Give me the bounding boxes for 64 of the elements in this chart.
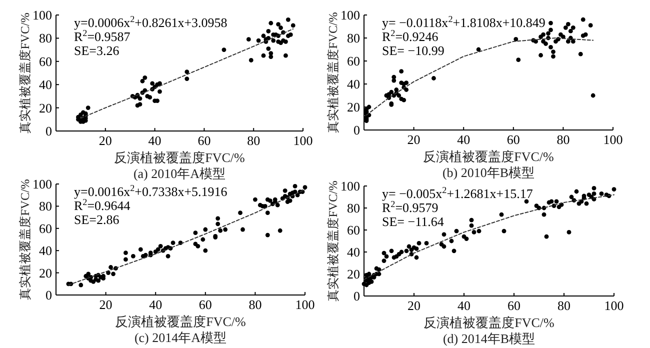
x-tick-label: 20 <box>408 298 420 313</box>
x-axis-title: 反演植被覆盖度FVC/% <box>115 314 246 329</box>
y-tick-label: 0 <box>354 122 360 138</box>
x-tick-label: 40 <box>458 298 470 313</box>
y-tick-label: 60 <box>39 220 52 236</box>
y-tick-label: 100 <box>340 178 360 194</box>
y-tick-label: 60 <box>347 222 360 238</box>
y-tick-label: 0 <box>46 124 52 138</box>
x-tick-label: 20 <box>407 132 420 147</box>
x-tick-label: 20 <box>98 133 112 148</box>
x-tick-label: 60 <box>198 297 212 312</box>
x-tick-label: 60 <box>508 298 520 313</box>
x-axis-title: 反演植被覆盖度FVC/% <box>424 315 555 330</box>
x-tick-label: 40 <box>148 133 162 148</box>
x-tick-label: 100 <box>603 132 623 147</box>
annotation: y=0.0006x$^{2}$+0.8261x+3.0958 <box>74 14 228 30</box>
text: (a) 2010年A模型 <box>133 166 226 181</box>
y-tick-label: 0 <box>354 288 360 304</box>
y-tick-label: 20 <box>347 266 360 282</box>
annotation: y=0.0016x$^{2}$+0.7338x+5.1916 <box>74 183 228 199</box>
x-tick-label: 60 <box>506 132 520 147</box>
y-tick-label: 20 <box>39 265 52 280</box>
x-axis-title: 反演植被覆盖度FVC/% <box>114 150 246 165</box>
y-tick-label: 60 <box>347 54 360 68</box>
annotation: y= −0.0118x$^{2}$+1.8108x+10.849 <box>382 14 546 30</box>
y-tick-label: 20 <box>347 100 360 114</box>
x-tick-label: 100 <box>293 133 313 148</box>
annotation: SE= −11.64 <box>382 214 444 229</box>
y-axis-title: 真实植被覆盖度FVC/% <box>326 12 340 133</box>
y-tick-label: 60 <box>39 54 52 69</box>
y-tick-label: 80 <box>347 200 360 216</box>
y-tick-label: 20 <box>39 100 52 116</box>
x-tick-label: 100 <box>604 298 624 313</box>
y-tick-label: 100 <box>32 176 52 192</box>
y-tick-label: 80 <box>347 30 360 46</box>
annotation: SE=2.86 <box>74 212 120 227</box>
y-tick-label: 80 <box>39 30 52 46</box>
y-tick-label: 40 <box>39 77 52 92</box>
y-axis-title: 真实植被覆盖度FVC/% <box>18 12 32 134</box>
x-tick-label: 80 <box>248 297 262 312</box>
y-tick-label: 40 <box>39 243 52 258</box>
annotation: SE= −10.99 <box>382 43 444 58</box>
x-tick-label: 40 <box>457 132 470 147</box>
y-axis-title: 真实植被覆盖度FVC/% <box>18 179 32 300</box>
x-tick-label: 40 <box>149 297 162 312</box>
y-tick-label: 40 <box>347 244 360 260</box>
y-axis-title: 真实植被覆盖度FVC/% <box>326 180 340 302</box>
y-tick-label: 0 <box>46 288 52 302</box>
x-tick-label: 20 <box>99 297 112 312</box>
x-tick-label: 80 <box>247 133 260 148</box>
text: (b) 2010年B模型 <box>442 165 535 180</box>
y-tick-label: 80 <box>39 198 52 214</box>
text: (d) 2014年B模型 <box>442 331 536 346</box>
x-axis-title: 反演植被覆盖度FVC/% <box>423 149 554 164</box>
y-tick-label: 100 <box>32 8 52 22</box>
annotation: SE=3.26 <box>74 43 120 58</box>
x-tick-label: 60 <box>198 133 211 148</box>
annotation: y= −0.005x$^{2}$+1.2681x+15.17 <box>382 185 534 201</box>
y-tick-label: 40 <box>347 76 360 92</box>
y-tick-label: 100 <box>340 8 360 22</box>
x-tick-label: 80 <box>558 298 570 313</box>
x-tick-label: 100 <box>295 297 315 312</box>
x-tick-label: 80 <box>556 132 570 147</box>
text: (c) 2014年A模型 <box>134 330 227 345</box>
